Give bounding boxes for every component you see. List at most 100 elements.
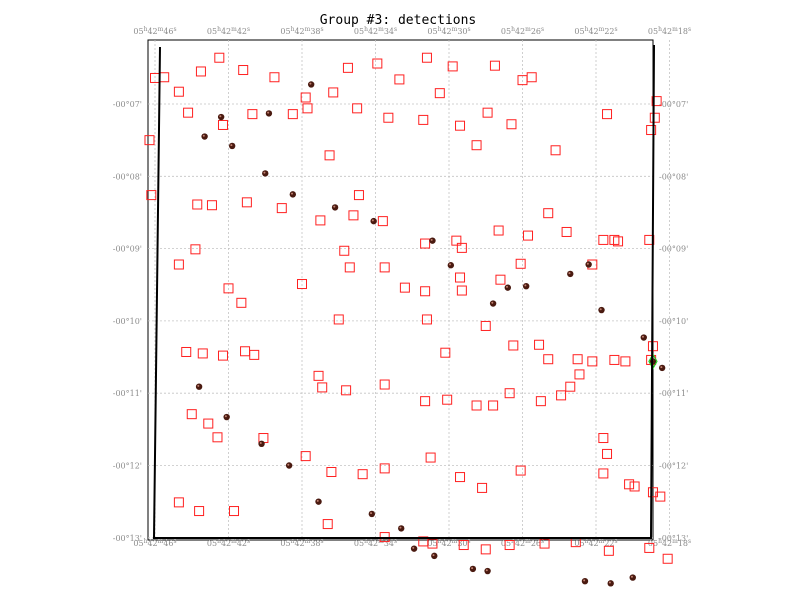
source-dot-highlight (291, 192, 294, 195)
x-tick-label: 05h42m26s (501, 26, 544, 36)
detection-box (456, 285, 467, 296)
detection-box (352, 103, 363, 114)
source-dot (398, 525, 405, 532)
source-dot-highlight (641, 335, 644, 338)
detection-box (297, 279, 307, 290)
y-tick-label-left: -00°11' (113, 389, 142, 398)
detection-box (649, 112, 660, 123)
y-tick-label-left: -00°10' (113, 317, 142, 326)
detection-box (399, 282, 410, 293)
source-dot (629, 574, 636, 581)
detection-box (455, 120, 466, 131)
detection-box (504, 388, 515, 399)
detection-box (195, 66, 206, 77)
source-dot (567, 270, 574, 278)
detection-box (229, 506, 240, 517)
source-dot (228, 142, 236, 150)
detection-box (181, 346, 192, 357)
detection-box (624, 479, 635, 490)
detection-box (493, 225, 504, 236)
detection-box (344, 262, 355, 273)
detection-box (456, 242, 467, 253)
detection-box (602, 109, 613, 120)
detection-box (276, 203, 287, 214)
detection-box (223, 283, 234, 294)
source-dot-highlight (506, 285, 508, 288)
source-dot (469, 565, 477, 573)
detection-box (651, 96, 662, 107)
detection-box (587, 356, 598, 367)
source-dot-highlight (432, 554, 435, 557)
detection-box (442, 394, 453, 405)
detection-box (598, 234, 609, 245)
source-dot-highlight (449, 263, 452, 266)
detection-box (342, 62, 353, 73)
detection-box (598, 433, 609, 444)
detection-box (440, 347, 451, 358)
detection-box (508, 340, 519, 351)
survey-footprint (152, 44, 655, 539)
source-dot-highlight (259, 442, 262, 445)
y-tick-label-left: -00°09' (113, 245, 142, 254)
source-dot-highlight (224, 415, 227, 418)
source-dot-highlight (485, 569, 488, 572)
detection-box (565, 381, 576, 392)
detection-box (489, 60, 500, 71)
detection-box (420, 396, 431, 407)
detection-box (214, 52, 225, 63)
source-dot (307, 81, 315, 88)
detection-box (315, 215, 326, 226)
detection-box (348, 210, 359, 221)
detection-box (418, 114, 429, 125)
x-tick-label: 05h42m38s (280, 26, 323, 36)
detection-box (300, 451, 311, 462)
detection-box (146, 190, 157, 201)
y-tick-label-right: -00°07' (659, 100, 688, 109)
detection-box (480, 544, 491, 555)
y-tick-label-right: -00°10' (659, 317, 688, 326)
detection-box (379, 262, 390, 273)
detection-box (609, 354, 620, 365)
source-dot (223, 413, 230, 421)
source-dot-highlight (333, 205, 336, 208)
source-dot (640, 334, 647, 341)
detection-box (613, 236, 624, 247)
source-dot-highlight (660, 366, 663, 369)
detection-box (662, 553, 673, 564)
source-dot-highlight (287, 463, 290, 466)
detection-box (353, 190, 364, 201)
detection-box (379, 379, 390, 390)
detection-box (455, 472, 466, 483)
detection-box (144, 135, 155, 146)
x-tick-label: 05h42m30s (427, 538, 470, 548)
detection-box (322, 519, 333, 530)
source-dot-highlight (430, 238, 433, 241)
x-tick-label: 05h42m38s (280, 538, 323, 548)
detection-box (287, 109, 298, 120)
detection-box (379, 463, 390, 474)
detection-box (523, 230, 534, 241)
x-tick-label: 05h42m46s (133, 26, 176, 36)
detection-box (644, 542, 655, 553)
source-dot-highlight (583, 579, 586, 582)
source-dot (370, 217, 377, 225)
detection-box (451, 235, 462, 246)
y-tick-label-right: -00°08' (659, 172, 688, 181)
y-tick-label-left: -00°12' (113, 462, 142, 471)
detection-box (238, 65, 249, 76)
detection-box (572, 354, 583, 365)
detection-box (598, 468, 609, 479)
detection-box (217, 119, 228, 130)
detection-box (183, 107, 194, 118)
detection-box (629, 481, 640, 492)
source-dot-highlight (267, 111, 270, 114)
source-dot-highlight (599, 308, 602, 311)
detection-box (482, 107, 493, 118)
source-dot-highlight (370, 512, 373, 515)
source-dot-highlight (568, 272, 571, 275)
detection-box (357, 469, 368, 480)
source-dots (195, 81, 666, 587)
source-dot (262, 170, 269, 177)
detection-box (488, 400, 499, 411)
detection-box (561, 226, 572, 237)
